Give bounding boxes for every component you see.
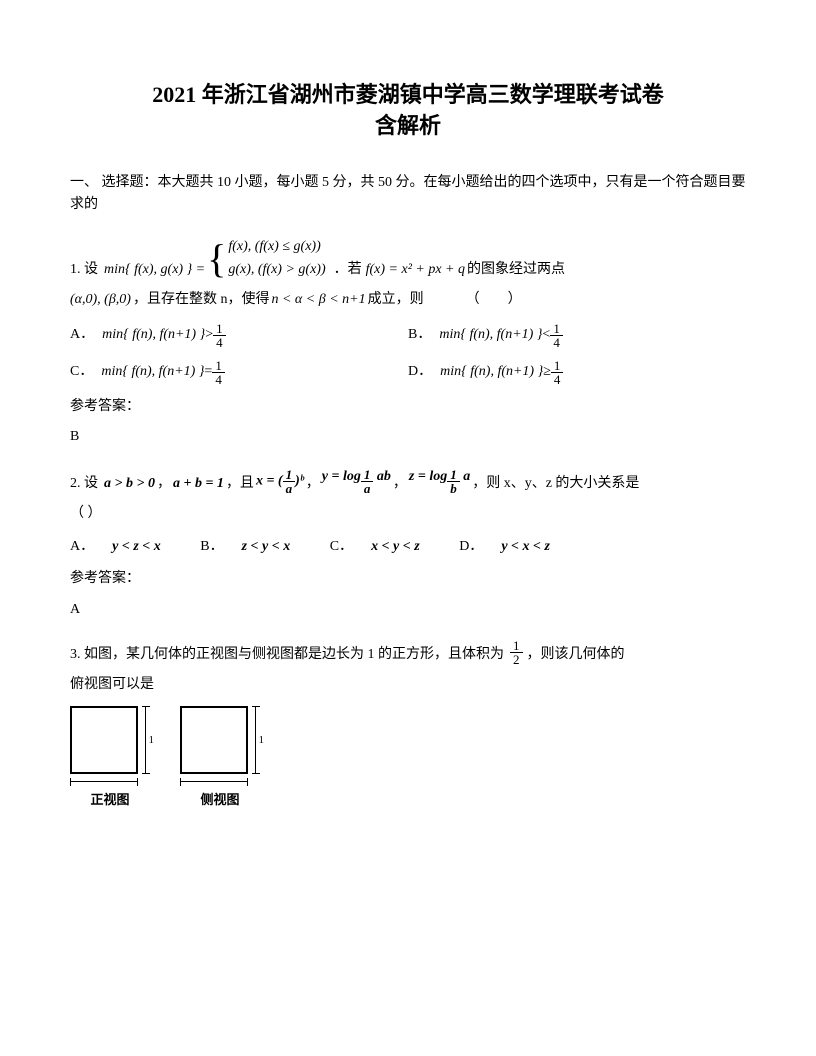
- q1-option-a: A． min{ f(n), f(n+1) } > 1 4: [70, 322, 408, 349]
- q3-tail: ，则该几何体的: [527, 644, 625, 666]
- section-heading: 一、 选择题：本大题共 10 小题，每小题 5 分，共 50 分。在每小题给出的…: [70, 172, 746, 217]
- q1-after2: 的图象经过两点: [467, 259, 565, 281]
- q1-num: 1. 设: [70, 259, 98, 281]
- q1-cond: n < α < β < n+1: [271, 289, 365, 311]
- q2-tail: ，则 x、y、z 的大小关系是: [472, 473, 639, 495]
- dim-label: 1: [259, 732, 265, 750]
- q2-option-d: D．y < x < z: [459, 539, 568, 554]
- front-view: 1 正视图: [70, 706, 150, 811]
- opt-rel: =: [204, 361, 212, 383]
- side-view: 1 侧视图: [180, 706, 260, 811]
- opt-rel: <: [542, 324, 550, 346]
- dim-horizontal: [180, 778, 248, 786]
- square-icon: [70, 706, 138, 774]
- q1-fx: f(x) = x² + px + q: [366, 259, 465, 281]
- dim-horizontal: [70, 778, 138, 786]
- q2-option-a: A．y < z < x: [70, 539, 179, 554]
- question-1: 1. 设 min{ f(x), g(x) } = { f(x), (f(x) ≤…: [70, 236, 746, 448]
- opt-expr: min{ f(n), f(n+1) }: [101, 361, 204, 383]
- view-label: 侧视图: [200, 790, 239, 811]
- q2-num: 2. 设: [70, 473, 98, 495]
- q3-tail2: 俯视图可以是: [70, 674, 746, 696]
- q2-c2: a + b = 1: [173, 473, 224, 495]
- comma: ，: [157, 473, 171, 495]
- q2-e1: x = (1a)ᵇ: [256, 468, 304, 495]
- q2-mid1: ，且: [226, 473, 254, 495]
- q1-options-row1: A． min{ f(n), f(n+1) } > 1 4 B． min{ f(n…: [70, 322, 746, 349]
- opt-expr: min{ f(n), f(n+1) }: [102, 324, 205, 346]
- frac: 1 4: [213, 322, 226, 349]
- square-icon: [180, 706, 248, 774]
- q1-piecewise: { f(x), (f(x) ≤ g(x)) g(x), (f(x) > g(x)…: [207, 236, 325, 281]
- q1-piece1: f(x), (f(x) ≤ g(x)): [228, 236, 325, 258]
- q1-minexpr: min{ f(x), g(x) } =: [104, 259, 205, 281]
- frac: 1 4: [212, 359, 225, 386]
- q1-option-b: B． min{ f(n), f(n+1) } < 1 4: [408, 322, 746, 349]
- opt-label: D．: [408, 361, 432, 383]
- q1-mid: ，且存在整数 n，使得: [133, 289, 270, 311]
- question-3: 3. 如图，某几何体的正视图与侧视图都是边长为 1 的正方形，且体积为 1 2 …: [70, 639, 746, 811]
- q1-answer: B: [70, 426, 746, 448]
- opt-label: A．: [70, 324, 94, 346]
- opt-rel: >: [205, 324, 213, 346]
- q2-answer-label: 参考答案：: [70, 568, 746, 590]
- q1-answer-label: 参考答案：: [70, 396, 746, 418]
- opt-label: C．: [70, 361, 93, 383]
- q1-option-d: D． min{ f(n), f(n+1) } ≥ 1 4: [408, 359, 746, 386]
- q3-num: 3. 如图，某几何体的正视图与侧视图都是边长为 1 的正方形，且体积为: [70, 644, 504, 666]
- title-line1: 2021 年浙江省湖州市菱湖镇中学高三数学理联考试卷: [70, 80, 746, 111]
- question-2: 2. 设 a > b > 0 ， a + b = 1 ，且 x = (1a)ᵇ …: [70, 466, 746, 621]
- q2-answer: A: [70, 599, 746, 621]
- q2-option-c: C．x < y < z: [330, 539, 438, 554]
- q2-options: A．y < z < x B．z < y < x C．x < y < z D．y …: [70, 536, 746, 558]
- opt-expr: min{ f(n), f(n+1) }: [439, 324, 542, 346]
- q2-e2: y = log1a ab: [322, 466, 391, 495]
- q2-option-b: B．z < y < x: [200, 539, 308, 554]
- view-label: 正视图: [90, 790, 129, 811]
- q2-c1: a > b > 0: [104, 473, 155, 495]
- opt-label: B．: [408, 324, 431, 346]
- frac: 1 2: [510, 639, 523, 666]
- dim-label: 1: [149, 732, 155, 750]
- opt-expr: min{ f(n), f(n+1) }: [440, 361, 543, 383]
- q2-e3: z = log1b a: [409, 466, 470, 495]
- frac: 1 4: [550, 322, 563, 349]
- q1-piece2: g(x), (f(x) > g(x)): [228, 259, 325, 281]
- frac: 1 4: [551, 359, 564, 386]
- view-box: 1: [180, 706, 260, 786]
- comma: ，: [306, 473, 320, 495]
- brace-icon: {: [207, 239, 226, 279]
- q1-tail: 成立，则 （ ）: [368, 289, 522, 311]
- comma: ，: [393, 473, 407, 495]
- q3-views: 1 正视图 1 侧视图: [70, 706, 746, 811]
- view-box: 1: [70, 706, 150, 786]
- q1-after1: ．若: [334, 259, 362, 281]
- q2-blank: （ ）: [70, 503, 746, 525]
- opt-rel: ≥: [543, 361, 551, 383]
- title-line2: 含解析: [70, 111, 746, 142]
- q1-option-c: C． min{ f(n), f(n+1) } = 1 4: [70, 359, 408, 386]
- page-title: 2021 年浙江省湖州市菱湖镇中学高三数学理联考试卷 含解析: [70, 80, 746, 142]
- q1-points: (α,0), (β,0): [70, 289, 131, 311]
- q1-options-row2: C． min{ f(n), f(n+1) } = 1 4 D． min{ f(n…: [70, 359, 746, 386]
